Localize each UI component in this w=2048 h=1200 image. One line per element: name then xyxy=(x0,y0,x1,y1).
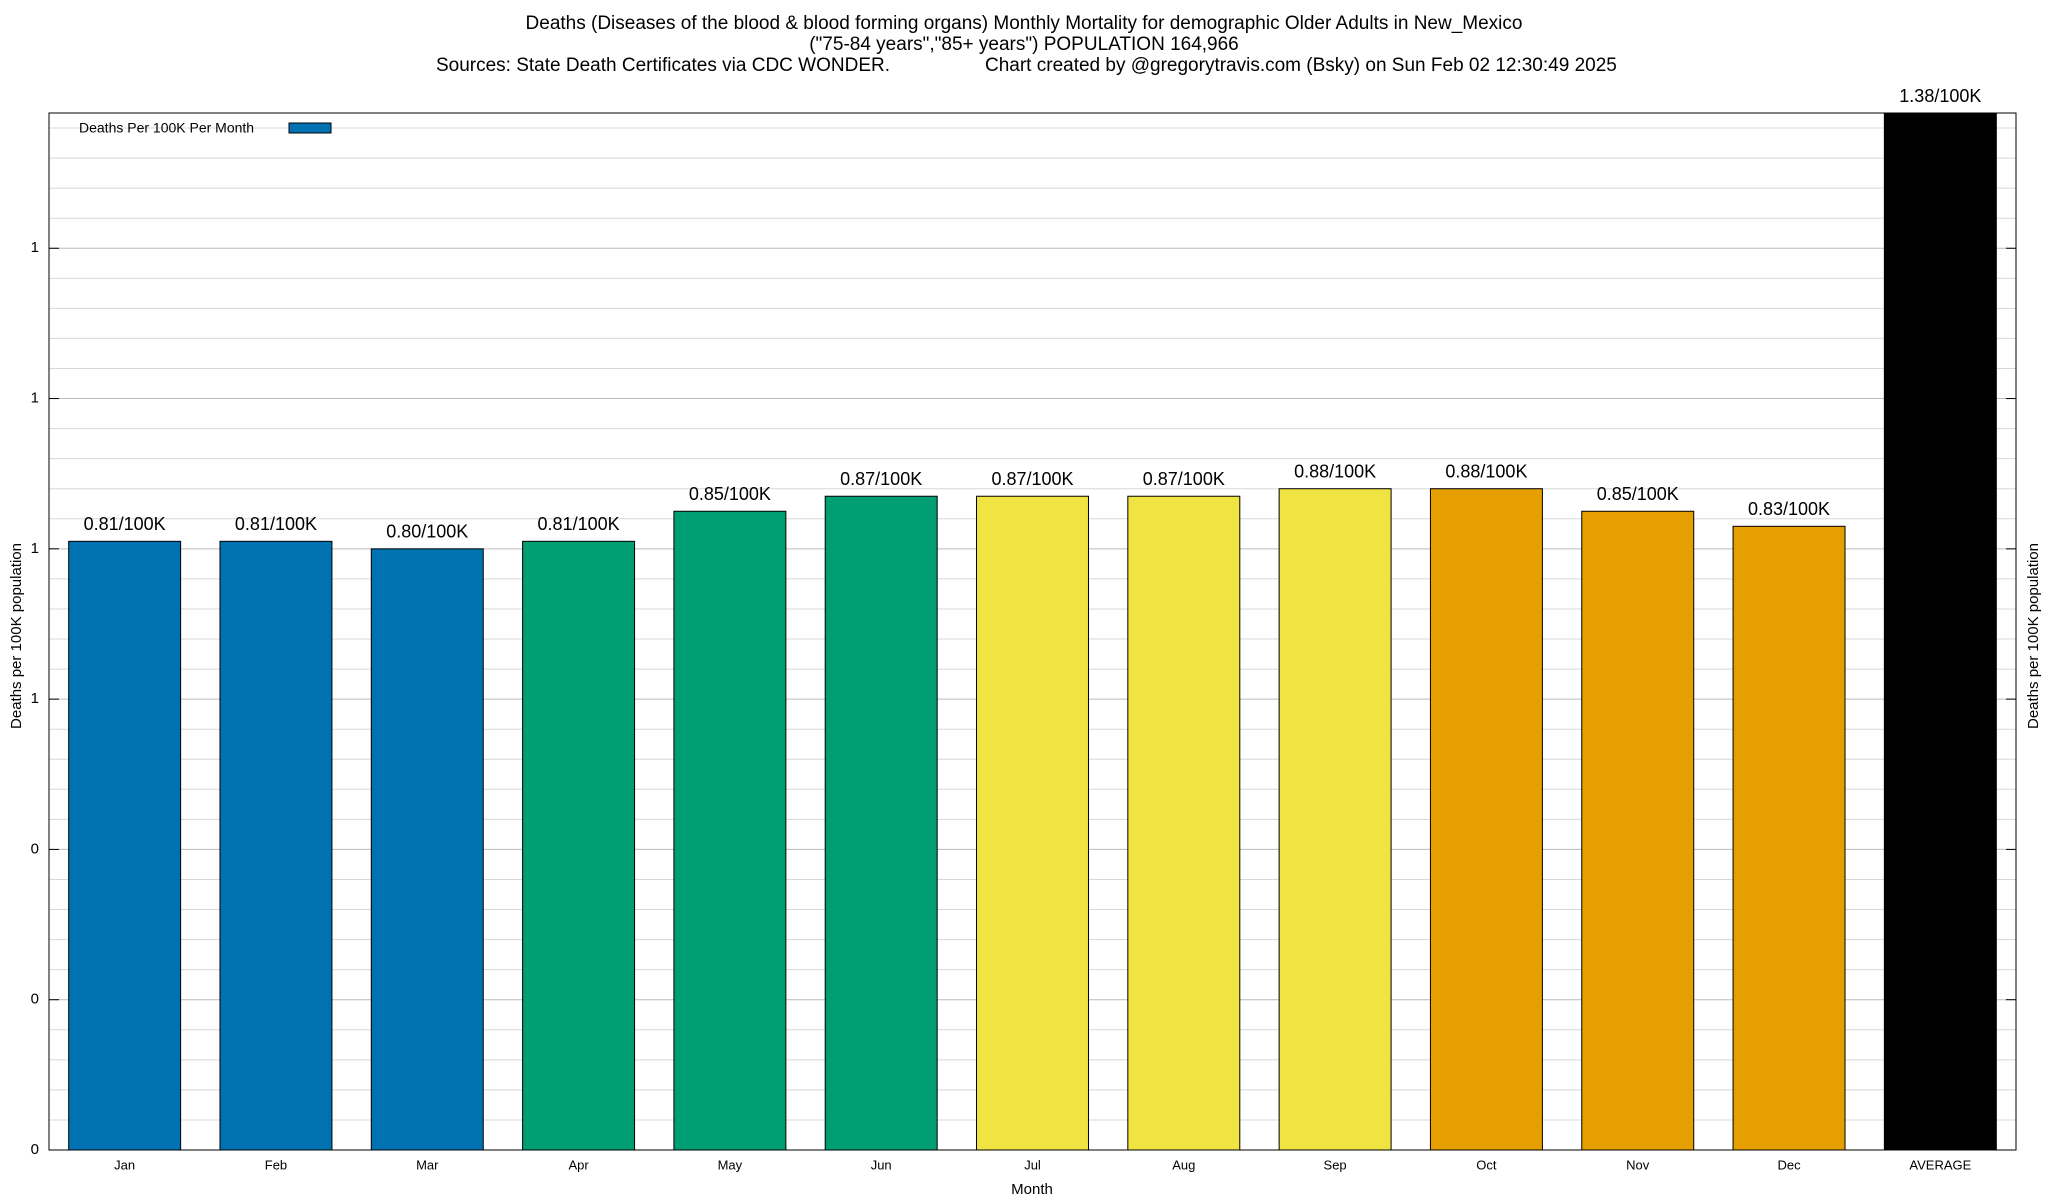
x-tick-label: Apr xyxy=(568,1157,589,1172)
value-label: 0.88/100K xyxy=(1445,461,1527,481)
y2-axis-label: Deaths per 100K population xyxy=(2025,543,2042,729)
y-tick-label: 1 xyxy=(31,390,39,407)
x-tick-label: May xyxy=(718,1157,743,1172)
y-tick-label: 0 xyxy=(31,840,39,857)
legend-swatch xyxy=(288,122,332,134)
x-tick-label: Oct xyxy=(1476,1157,1497,1172)
x-tick-label: Aug xyxy=(1172,1157,1195,1172)
bar xyxy=(219,540,333,1151)
value-label: 0.85/100K xyxy=(689,484,771,504)
x-tick-label: Jul xyxy=(1024,1157,1041,1172)
bar xyxy=(370,548,484,1151)
bar xyxy=(976,495,1089,1151)
x-tick-label: Feb xyxy=(265,1157,287,1172)
value-label: 0.80/100K xyxy=(386,522,468,542)
y-tick-label: 1 xyxy=(31,690,39,707)
value-label: 0.81/100K xyxy=(84,514,166,534)
bar xyxy=(68,540,182,1151)
x-tick-label: Jan xyxy=(114,1157,135,1172)
value-label: 0.87/100K xyxy=(840,469,922,489)
bar xyxy=(1883,112,1997,1151)
bar xyxy=(1278,488,1392,1151)
chart-source: Sources: State Death Certificates via CD… xyxy=(436,55,890,76)
chart-credit: Chart created by @gregorytravis.com (Bsk… xyxy=(985,55,1617,76)
value-label: 0.87/100K xyxy=(991,469,1073,489)
x-tick-label: Nov xyxy=(1626,1157,1650,1172)
y-tick-label: 0 xyxy=(31,1141,39,1158)
bar xyxy=(1732,525,1846,1151)
x-tick-label: Dec xyxy=(1777,1157,1801,1172)
value-label: 0.87/100K xyxy=(1143,469,1225,489)
chart-subtitle: ("75-84 years","85+ years") POPULATION 1… xyxy=(809,34,1239,55)
value-label: 1.38/100K xyxy=(1899,86,1981,106)
chart-title: Deaths (Diseases of the blood & blood fo… xyxy=(526,13,1523,34)
y-tick-label: 1 xyxy=(31,239,39,256)
legend-label: Deaths Per 100K Per Month xyxy=(79,120,254,136)
y-axis-label: Deaths per 100K population xyxy=(8,543,25,729)
bar xyxy=(522,540,636,1151)
x-tick-label: Sep xyxy=(1324,1157,1347,1172)
value-label: 0.85/100K xyxy=(1597,484,1679,504)
x-tick-label: Mar xyxy=(416,1157,439,1172)
bar xyxy=(1429,488,1543,1151)
bar xyxy=(824,495,938,1151)
bar xyxy=(1127,495,1241,1151)
bar xyxy=(1581,510,1695,1151)
bar xyxy=(673,510,787,1151)
y-tick-label: 1 xyxy=(31,540,39,557)
value-label: 0.81/100K xyxy=(538,514,620,534)
value-label: 0.81/100K xyxy=(235,514,317,534)
value-label: 0.83/100K xyxy=(1748,499,1830,519)
x-axis-label: Month xyxy=(1011,1181,1053,1198)
plot-frame xyxy=(48,112,2017,1151)
y-tick-label: 0 xyxy=(31,991,39,1008)
x-tick-label: Jun xyxy=(871,1157,892,1172)
x-tick-label: AVERAGE xyxy=(1909,1157,1971,1172)
value-label: 0.88/100K xyxy=(1294,461,1376,481)
